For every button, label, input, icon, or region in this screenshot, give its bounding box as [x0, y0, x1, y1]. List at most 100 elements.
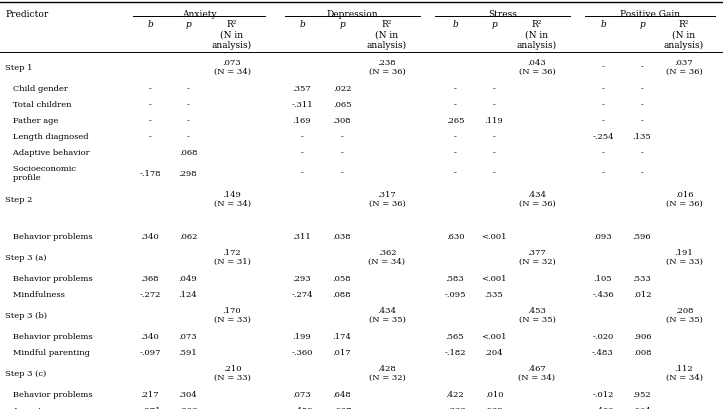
Text: -: -: [602, 117, 604, 125]
Text: -: -: [453, 133, 456, 141]
Text: -.459: -.459: [291, 406, 313, 409]
Text: .583: .583: [445, 274, 464, 283]
Text: -: -: [641, 117, 643, 125]
Text: .203: .203: [179, 406, 197, 409]
Text: b: b: [600, 20, 606, 29]
Text: -: -: [492, 85, 495, 93]
Text: R²
(N in
analysis): R² (N in analysis): [212, 20, 252, 50]
Text: -: -: [492, 101, 495, 109]
Text: .648: .648: [333, 390, 351, 398]
Text: .535: .535: [484, 290, 503, 299]
Text: b: b: [147, 20, 153, 29]
Text: -: -: [492, 133, 495, 141]
Text: .062: .062: [179, 233, 197, 240]
Text: p: p: [491, 20, 497, 29]
Text: Child gender: Child gender: [5, 85, 68, 93]
Text: Mindful parenting: Mindful parenting: [5, 348, 90, 356]
Text: .362
(N = 34): .362 (N = 34): [369, 249, 406, 266]
Text: .204: .204: [484, 348, 503, 356]
Text: -.400: -.400: [592, 406, 614, 409]
Text: -: -: [641, 85, 643, 93]
Text: Adaptive behavior: Adaptive behavior: [5, 149, 90, 157]
Text: .037
(N = 36): .037 (N = 36): [666, 59, 702, 76]
Text: .172
(N = 31): .172 (N = 31): [213, 249, 250, 266]
Text: -.095: -.095: [444, 290, 466, 299]
Text: Step 2: Step 2: [5, 195, 33, 203]
Text: .428
(N = 32): .428 (N = 32): [369, 364, 406, 381]
Text: .265: .265: [446, 117, 464, 125]
Text: .210
(N = 33): .210 (N = 33): [213, 364, 250, 381]
Text: .017: .017: [333, 348, 351, 356]
Text: <.001: <.001: [482, 333, 507, 340]
Text: -: -: [148, 133, 151, 141]
Text: -: -: [602, 85, 604, 93]
Text: .308: .308: [333, 117, 351, 125]
Text: .422: .422: [445, 390, 464, 398]
Text: Positive Gain: Positive Gain: [620, 10, 680, 19]
Text: .068: .068: [179, 149, 197, 157]
Text: .049: .049: [179, 274, 197, 283]
Text: Socioeconomic
   profile: Socioeconomic profile: [5, 165, 76, 182]
Text: -: -: [453, 169, 456, 177]
Text: -.483: -.483: [592, 348, 614, 356]
Text: -: -: [602, 101, 604, 109]
Text: Step 3 (c): Step 3 (c): [5, 369, 46, 377]
Text: .357: .357: [293, 85, 312, 93]
Text: -: -: [148, 117, 151, 125]
Text: -: -: [492, 169, 495, 177]
Text: .174: .174: [333, 333, 351, 340]
Text: .298: .298: [179, 169, 197, 177]
Text: .016
(N = 36): .016 (N = 36): [666, 191, 702, 208]
Text: R²
(N in
analysis): R² (N in analysis): [664, 20, 704, 50]
Text: -: -: [187, 85, 189, 93]
Text: -: -: [602, 63, 604, 72]
Text: .467
(N = 34): .467 (N = 34): [518, 364, 555, 381]
Text: .533: .533: [633, 274, 651, 283]
Text: .149
(N = 34): .149 (N = 34): [213, 191, 250, 208]
Text: -.012: -.012: [592, 390, 614, 398]
Text: .043
(N = 36): .043 (N = 36): [518, 59, 555, 76]
Text: -: -: [301, 169, 304, 177]
Text: .064: .064: [633, 406, 651, 409]
Text: -.274: -.274: [291, 290, 313, 299]
Text: Mindfulness: Mindfulness: [5, 290, 65, 299]
Text: .135: .135: [633, 133, 651, 141]
Text: .073: .073: [179, 333, 197, 340]
Text: .293: .293: [293, 274, 312, 283]
Text: .377
(N = 32): .377 (N = 32): [518, 249, 555, 266]
Text: .591: .591: [179, 348, 197, 356]
Text: .007: .007: [333, 406, 351, 409]
Text: p: p: [185, 20, 191, 29]
Text: -: -: [492, 149, 495, 157]
Text: <.001: <.001: [482, 274, 507, 283]
Text: .119: .119: [484, 117, 503, 125]
Text: Predictor: Predictor: [5, 10, 48, 19]
Text: .105: .105: [594, 274, 612, 283]
Text: R²
(N in
analysis): R² (N in analysis): [367, 20, 407, 50]
Text: b: b: [299, 20, 305, 29]
Text: .073
(N = 34): .073 (N = 34): [213, 59, 250, 76]
Text: Step 3 (b): Step 3 (b): [5, 311, 47, 319]
Text: .630: .630: [446, 233, 464, 240]
Text: Father age: Father age: [5, 117, 59, 125]
Text: <.001: <.001: [482, 233, 507, 240]
Text: Behavior problems: Behavior problems: [5, 233, 93, 240]
Text: .093: .093: [594, 233, 612, 240]
Text: R²
(N in
analysis): R² (N in analysis): [517, 20, 557, 50]
Text: .208
(N = 35): .208 (N = 35): [666, 306, 703, 324]
Text: -: -: [187, 133, 189, 141]
Text: .058: .058: [333, 274, 351, 283]
Text: .565: .565: [445, 333, 464, 340]
Text: -.272: -.272: [140, 290, 161, 299]
Text: .311: .311: [293, 233, 312, 240]
Text: .434
(N = 35): .434 (N = 35): [369, 306, 406, 324]
Text: .199: .199: [293, 333, 312, 340]
Text: -.311: -.311: [291, 101, 313, 109]
Text: -: -: [453, 85, 456, 93]
Text: Behavior problems: Behavior problems: [5, 333, 93, 340]
Text: -.178: -.178: [140, 169, 161, 177]
Text: -.020: -.020: [592, 333, 614, 340]
Text: Depression: Depression: [327, 10, 378, 19]
Text: -: -: [148, 101, 151, 109]
Text: Total children: Total children: [5, 101, 72, 109]
